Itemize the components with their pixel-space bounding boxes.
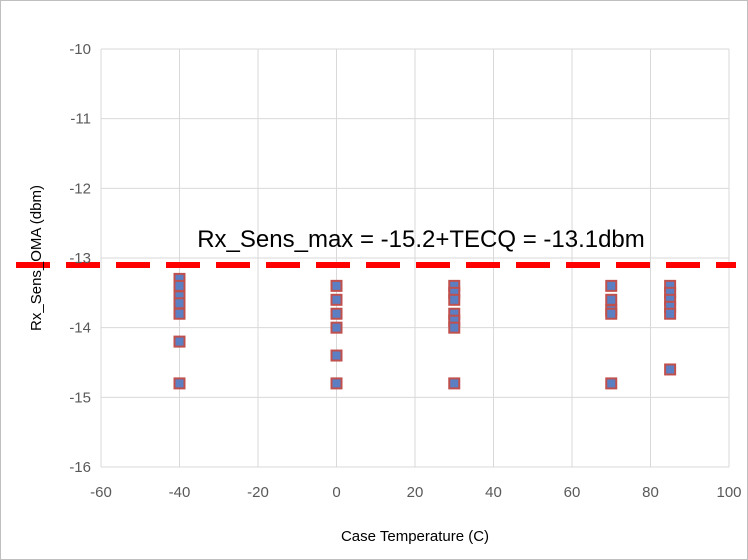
y-tick-label: -10: [69, 41, 91, 58]
grid-lines: [100, 48, 730, 468]
y-tick-label: -11: [70, 111, 91, 128]
data-point: [605, 279, 618, 292]
y-tick-label: -14: [69, 320, 91, 337]
y-tick-label: -13: [69, 250, 91, 267]
data-point: [605, 307, 618, 320]
x-tick-label: -40: [169, 484, 191, 501]
x-tick-label: -60: [90, 484, 112, 501]
y-tick-label: -16: [69, 459, 91, 476]
x-tick-label: 0: [332, 484, 340, 501]
data-point: [330, 321, 343, 334]
data-point: [173, 279, 186, 292]
data-point: [330, 307, 343, 320]
data-point: [330, 349, 343, 362]
data-point: [173, 297, 186, 310]
data-point: [448, 293, 461, 306]
x-tick-label: 20: [407, 484, 424, 501]
data-point: [330, 293, 343, 306]
y-tick-labels: -10 -11 -12 -13 -14 -15 -16: [69, 41, 91, 476]
data-point: [664, 307, 677, 320]
x-tick-label: 80: [642, 484, 659, 501]
data-point: [448, 377, 461, 390]
data-point: [173, 307, 186, 320]
x-tick-labels: -60 -40 -20 0 20 40 60 80 100: [90, 484, 741, 501]
x-tick-label: 60: [564, 484, 581, 501]
x-tick-label: 40: [485, 484, 502, 501]
limit-annotation: Rx_Sens_max = -15.2+TECQ = -13.1dbm: [197, 226, 645, 253]
data-point: [605, 377, 618, 390]
x-tick-label: 100: [716, 484, 741, 501]
y-tick-label: -12: [69, 180, 91, 197]
data-point: [605, 293, 618, 306]
x-tick-label: -20: [247, 484, 269, 501]
data-point: [664, 363, 677, 376]
data-point: [173, 335, 186, 348]
data-point: [173, 377, 186, 390]
y-tick-label: -15: [69, 389, 91, 406]
data-point: [330, 377, 343, 390]
y-axis-title: Rx_Sens_OMA (dbm): [28, 185, 45, 331]
data-point: [330, 279, 343, 292]
data-point: [448, 321, 461, 334]
data-points: [173, 272, 677, 390]
x-axis-title: Case Temperature (C): [341, 528, 489, 545]
